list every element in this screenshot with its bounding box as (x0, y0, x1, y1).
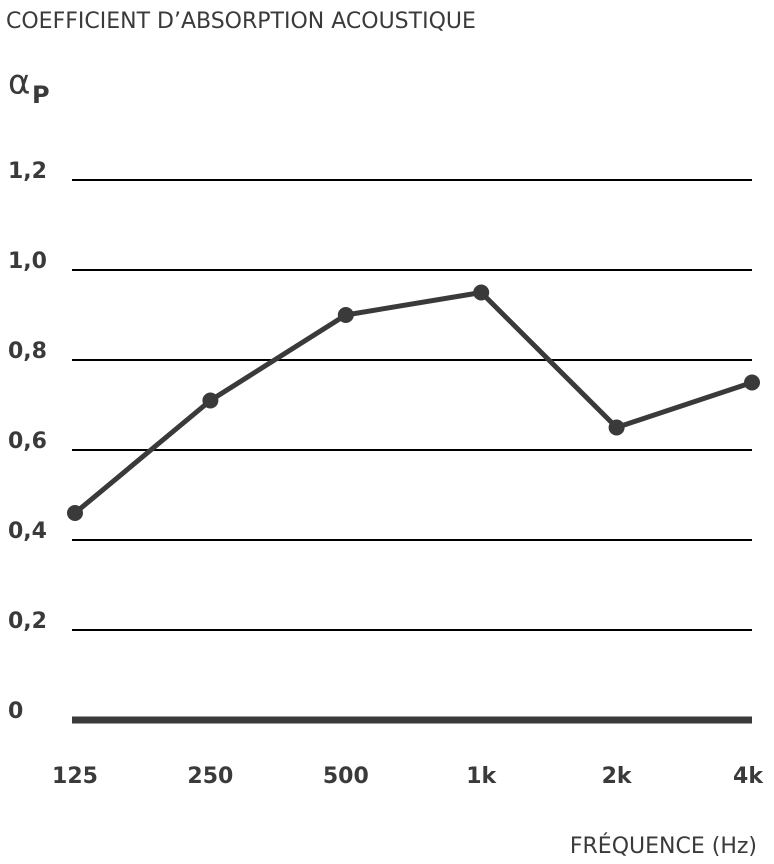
data-point (608, 419, 625, 436)
y-axis-label: α (8, 63, 30, 103)
y-axis-label-subscript: P (32, 81, 50, 109)
y-tick-label: 1,2 (8, 159, 47, 184)
x-tick-label: 1k (466, 764, 497, 789)
x-tick-label: 250 (187, 764, 233, 789)
y-tick-label: 1,0 (8, 249, 47, 274)
x-tick-label: 2k (602, 764, 633, 789)
x-tick-label: 4k (733, 764, 764, 789)
x-tick-label: 125 (52, 764, 98, 789)
x-tick-label: 500 (323, 764, 369, 789)
y-tick-label: 0,4 (8, 519, 47, 544)
chart-title: COEFFICIENT D’ABSORPTION ACOUSTIQUE (6, 9, 476, 34)
x-axis-label: FRÉQUENCE (Hz) (570, 833, 757, 859)
y-tick-label: 0,6 (8, 429, 47, 454)
y-tick-label: 0,8 (8, 339, 47, 364)
data-point (202, 392, 219, 409)
data-line (73, 290, 753, 515)
data-point (744, 374, 760, 391)
data-point (473, 284, 490, 301)
y-tick-label: 0,2 (8, 609, 47, 634)
data-point (67, 505, 83, 521)
y-tick-label: 0 (8, 699, 23, 724)
data-point (337, 307, 354, 323)
